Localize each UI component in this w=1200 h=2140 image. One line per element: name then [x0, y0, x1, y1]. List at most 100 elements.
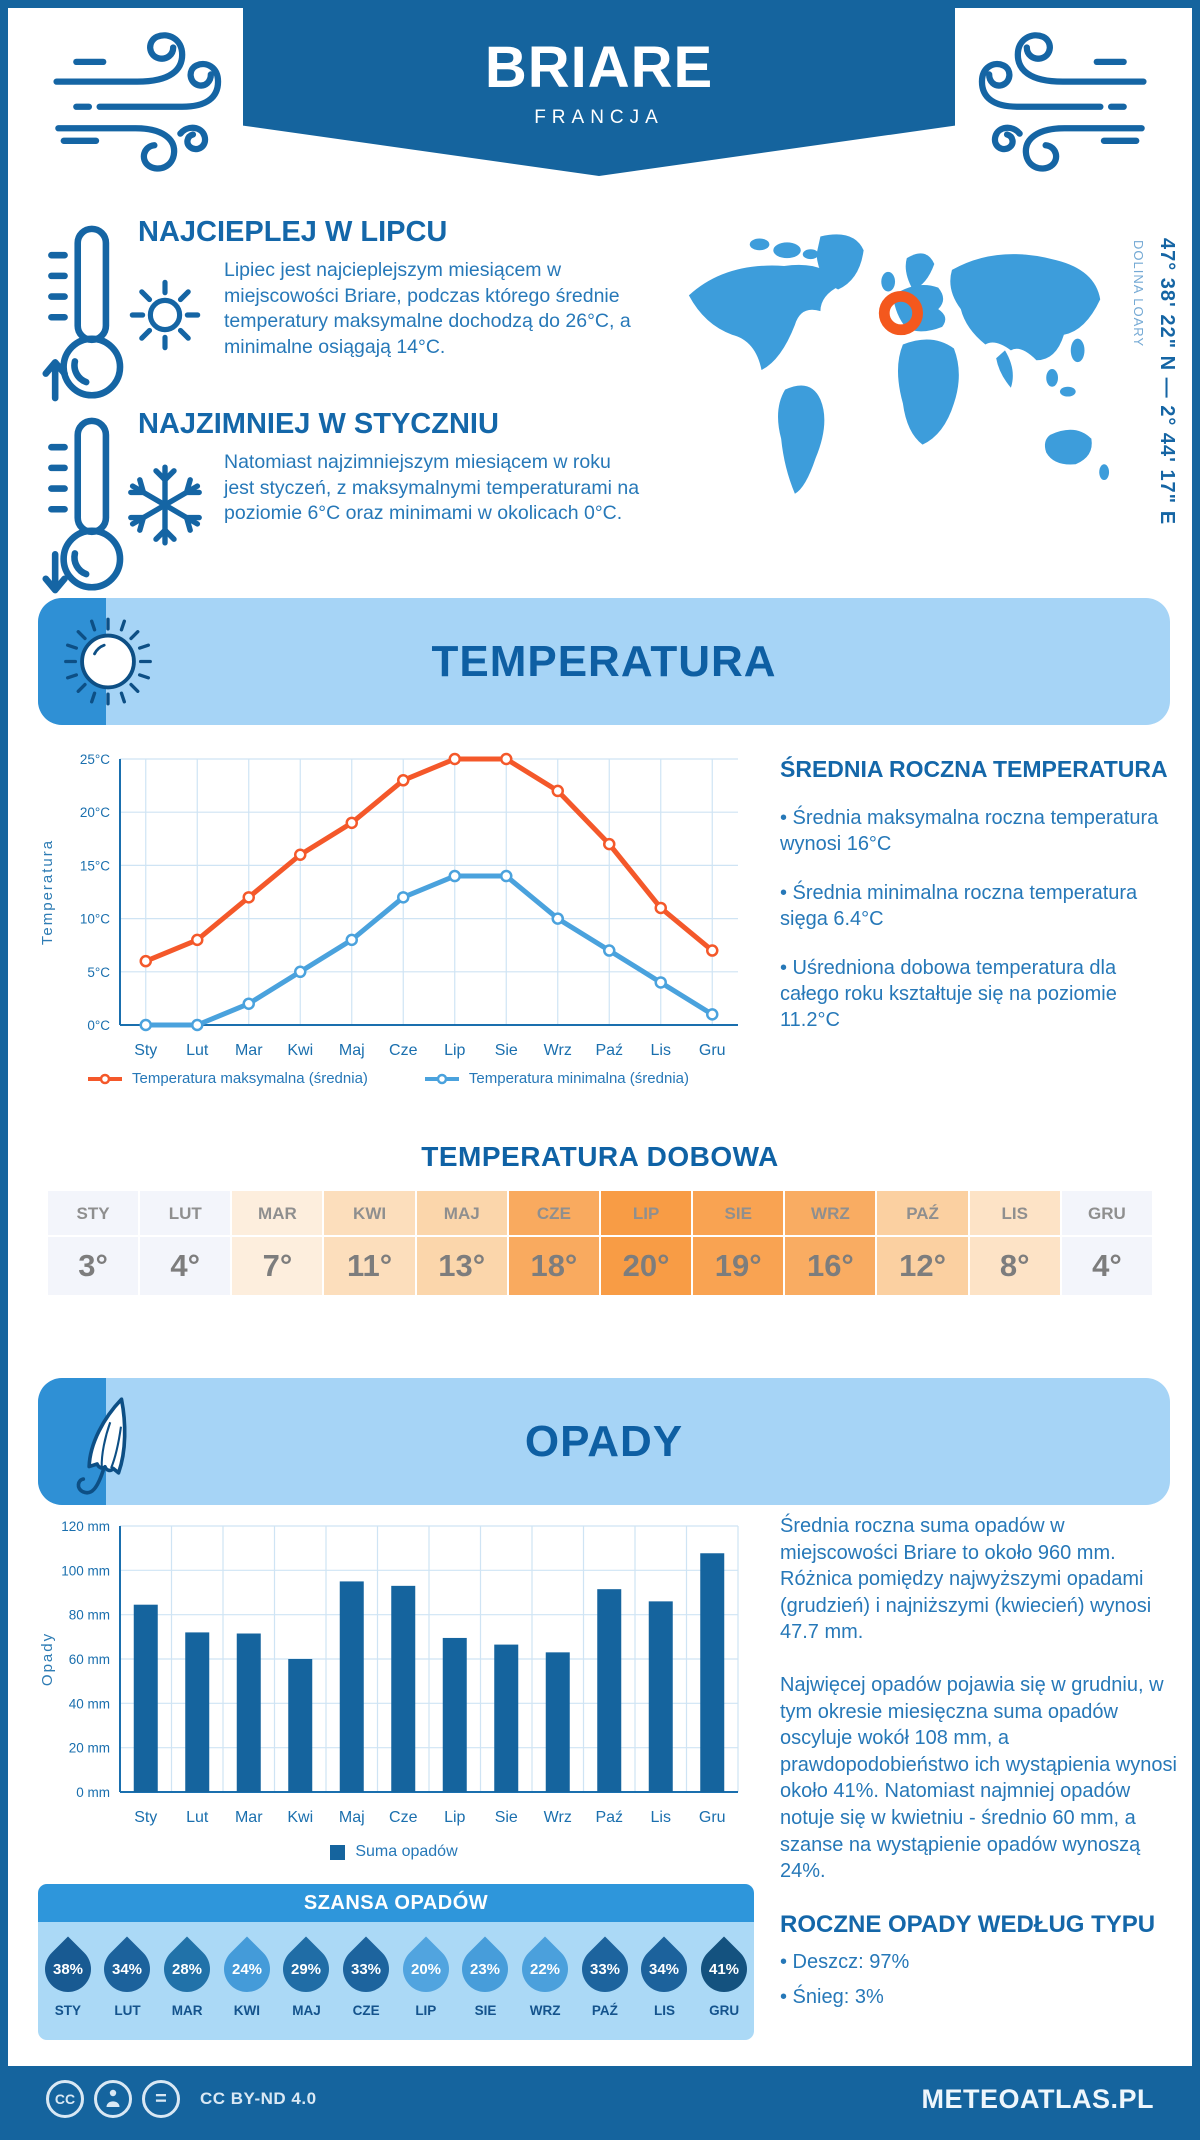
svg-text:Mar: Mar	[235, 1809, 263, 1826]
precipitation-paragraph: Najwięcej opadów pojawia się w grudniu, …	[780, 1673, 1177, 1883]
table-column: WRZ 16°	[785, 1191, 876, 1295]
cc-icon: CC	[46, 2080, 84, 2118]
temperature-value: 11°	[324, 1237, 415, 1295]
svg-text:120 mm: 120 mm	[61, 1519, 110, 1534]
precip-type-heading: ROCZNE OPADY WEDŁUG TYPU	[780, 1910, 1156, 1938]
wind-icon	[978, 32, 1147, 172]
svg-text:Maj: Maj	[339, 1809, 365, 1826]
temperature-value: 20°	[600, 1237, 692, 1295]
table-column: GRU 4°	[1061, 1191, 1152, 1295]
svg-text:Lip: Lip	[444, 1042, 465, 1059]
coordinates-label: 47° 38' 22" N — 2° 44' 17" E	[1156, 238, 1178, 526]
legend-label: Temperatura maksymalna (średnia)	[131, 1070, 368, 1087]
page-subtitle: FRANCJA	[534, 107, 664, 128]
thermometer-down-icon	[42, 417, 124, 594]
month-header: PAŹ	[877, 1191, 968, 1237]
svg-text:80 mm: 80 mm	[69, 1608, 110, 1623]
raindrop-icon: 29%	[273, 1936, 340, 2002]
temperature-value: 12°	[877, 1237, 968, 1295]
world-map	[671, 211, 1123, 533]
chance-month: SIE	[474, 2003, 497, 2018]
warmest-text: Lipiec jest najcieplejszym miesiącem w m…	[224, 259, 631, 359]
temperature-value: 3°	[48, 1237, 139, 1295]
svg-text:Lis: Lis	[651, 1042, 671, 1059]
raindrop-icon: 23%	[452, 1936, 519, 2002]
svg-text:Wrz: Wrz	[544, 1809, 572, 1826]
location-ring-icon	[878, 291, 924, 336]
annual-temperature-panel: ŚREDNIA ROCZNA TEMPERATURA • Średnia mak…	[780, 756, 1180, 1034]
temperature-legend: Temperatura maksymalna (średnia) Tempera…	[48, 1070, 728, 1087]
svg-text:Wrz: Wrz	[544, 1042, 572, 1059]
coldest-title: NAJZIMNIEJ W STYCZNIU	[138, 408, 499, 440]
chance-cell: 33% PAŹ	[572, 1922, 638, 2040]
chance-body: 38% STY 34% LUT 28% MAR 24% KWI 29% MAJ …	[35, 1922, 757, 2040]
table-column: LIP 20°	[600, 1191, 692, 1295]
chance-month: LUT	[114, 2003, 141, 2018]
svg-text:Lis: Lis	[651, 1809, 671, 1826]
svg-text:100 mm: 100 mm	[61, 1563, 110, 1578]
table-column: MAJ 13°	[416, 1191, 507, 1295]
temperature-value: 19°	[693, 1237, 784, 1295]
raindrop-icon: 33%	[572, 1936, 638, 2002]
chance-month: MAJ	[292, 2003, 321, 2018]
annual-bullet: • Średnia maksymalna roczna temperatura …	[780, 807, 1159, 856]
chance-cell: 29% MAJ	[273, 1922, 340, 2040]
month-header: KWI	[324, 1191, 415, 1237]
svg-text:0°C: 0°C	[87, 1018, 110, 1033]
chance-month: STY	[54, 2003, 81, 2018]
temperature-value: 16°	[785, 1237, 876, 1295]
precipitation-chance-panel: SZANSA OPADÓW 38% STY 34% LUT 28% MAR 24…	[35, 1884, 757, 2040]
svg-text:Sie: Sie	[495, 1042, 518, 1059]
svg-text:5°C: 5°C	[87, 965, 110, 980]
chance-month: KWI	[233, 2003, 260, 2018]
svg-text:Gru: Gru	[699, 1042, 726, 1059]
bar-swatch-icon	[330, 1844, 346, 1860]
precipitation-section-banner: OPADY	[38, 1378, 1170, 1505]
min-line-swatch-icon	[424, 1073, 459, 1084]
chance-cell: 20% LIP	[393, 1922, 459, 2040]
raindrop-icon: 20%	[393, 1936, 459, 2002]
chance-cell: 41% GRU	[691, 1922, 757, 2040]
chance-heading: SZANSA OPADÓW	[38, 1884, 754, 1922]
chance-cell: 22% WRZ	[512, 1922, 578, 2040]
license-label: CC BY-ND 4.0	[200, 2089, 317, 2108]
legend-item-max: Temperatura maksymalna (średnia)	[87, 1070, 368, 1087]
svg-text:Temperatura: Temperatura	[39, 839, 56, 945]
svg-text:Mar: Mar	[235, 1042, 263, 1059]
annual-temperature-heading: ŚREDNIA ROCZNA TEMPERATURA	[780, 756, 1168, 782]
raindrop-icon: 41%	[691, 1936, 757, 2002]
precip-type-bullet: • Deszcz: 97%	[780, 1950, 910, 1973]
chance-cell: 24% KWI	[214, 1922, 280, 2040]
temperature-value: 13°	[416, 1237, 507, 1295]
chance-month: WRZ	[529, 2003, 561, 2018]
svg-text:Lut: Lut	[186, 1042, 209, 1059]
temperature-value: 4°	[1061, 1237, 1152, 1295]
month-header: GRU	[1061, 1191, 1152, 1237]
sun-icon	[64, 617, 152, 706]
svg-text:0 mm: 0 mm	[76, 1785, 110, 1800]
month-header: LIP	[600, 1191, 692, 1237]
raindrop-icon: 22%	[512, 1936, 578, 2002]
svg-text:Gru: Gru	[699, 1809, 726, 1826]
sun-icon	[129, 279, 201, 351]
warmest-title: NAJCIEPLEJ W LIPCU	[138, 216, 448, 248]
precipitation-paragraph: Średnia roczna suma opadów w miejscowośc…	[780, 1515, 1152, 1644]
temperature-value: 4°	[140, 1237, 231, 1295]
chance-cell: 34% LIS	[631, 1922, 698, 2040]
raindrop-icon: 28%	[154, 1936, 220, 2002]
coldest-text: Natomiast najzimniejszym miesiącem w rok…	[224, 451, 640, 525]
month-header: MAJ	[416, 1191, 507, 1237]
svg-text:Cze: Cze	[389, 1809, 418, 1826]
month-header: CZE	[508, 1191, 599, 1237]
table-column: MAR 7°	[232, 1191, 323, 1295]
temperature-value: 8°	[969, 1237, 1060, 1295]
month-header: SIE	[693, 1191, 784, 1237]
svg-text:Sty: Sty	[134, 1809, 157, 1826]
page-title: BRIARE	[484, 35, 714, 100]
svg-text:Lip: Lip	[444, 1809, 465, 1826]
month-header: LIS	[969, 1191, 1060, 1237]
chance-month: MAR	[171, 2003, 203, 2018]
raindrop-icon: 34%	[94, 1936, 161, 2002]
raindrop-icon: 34%	[631, 1936, 698, 2002]
